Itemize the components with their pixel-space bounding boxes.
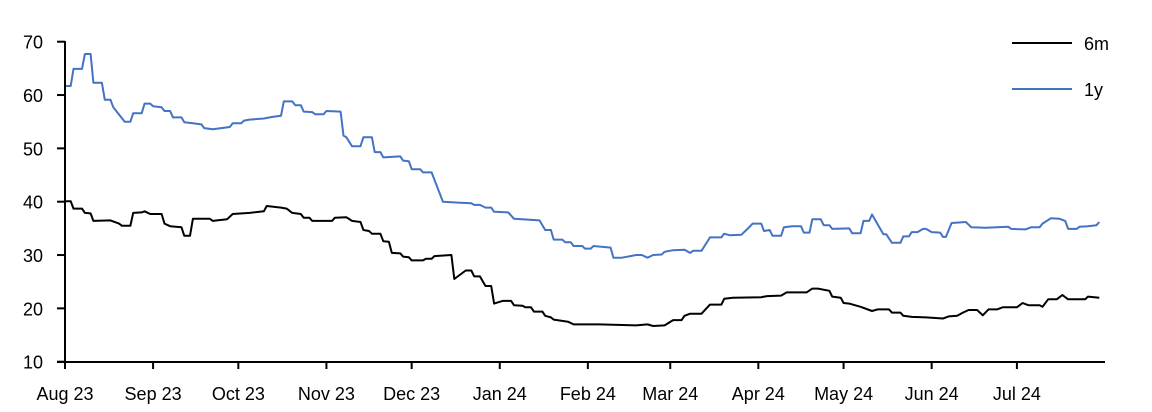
y-tick-label: 50 bbox=[23, 139, 43, 159]
x-tick-label: Jan 24 bbox=[473, 384, 527, 404]
legend-item-1y: 1y bbox=[1012, 80, 1103, 100]
x-tick-label: Oct 23 bbox=[212, 384, 265, 404]
x-tick-label: Apr 24 bbox=[732, 384, 785, 404]
legend: 6m 1y bbox=[1012, 34, 1109, 100]
x-tick-label: Feb 24 bbox=[560, 384, 616, 404]
legend-item-6m: 6m bbox=[1012, 34, 1109, 54]
x-tick-label: Jun 24 bbox=[905, 384, 959, 404]
x-tick-label: Aug 23 bbox=[36, 384, 93, 404]
y-tick-label: 20 bbox=[23, 299, 43, 319]
legend-label-6m: 6m bbox=[1084, 34, 1109, 54]
x-tick-label: Sep 23 bbox=[125, 384, 182, 404]
legend-label-1y: 1y bbox=[1084, 80, 1103, 100]
series-layer bbox=[65, 53, 1101, 327]
x-tick-label: Dec 23 bbox=[383, 384, 440, 404]
x-tick-label: Nov 23 bbox=[298, 384, 355, 404]
axes bbox=[57, 41, 1105, 363]
y-tick-label: 60 bbox=[23, 86, 43, 106]
y-ticks: 70 60 50 40 30 20 10 bbox=[23, 33, 65, 373]
series-line-6m bbox=[65, 200, 1100, 327]
x-tick-label: Jul 24 bbox=[993, 384, 1041, 404]
series-line-1y bbox=[65, 53, 1101, 259]
y-tick-label: 30 bbox=[23, 246, 43, 266]
y-tick-label: 70 bbox=[23, 33, 43, 53]
x-tick-label: May 24 bbox=[814, 384, 873, 404]
y-tick-label: 10 bbox=[23, 353, 43, 373]
y-tick-label: 40 bbox=[23, 193, 43, 213]
x-ticks: Aug 23 Sep 23 Oct 23 Nov 23 Dec 23 Jan 24 Feb … bbox=[36, 362, 1041, 404]
x-tick-label: Mar 24 bbox=[642, 384, 698, 404]
